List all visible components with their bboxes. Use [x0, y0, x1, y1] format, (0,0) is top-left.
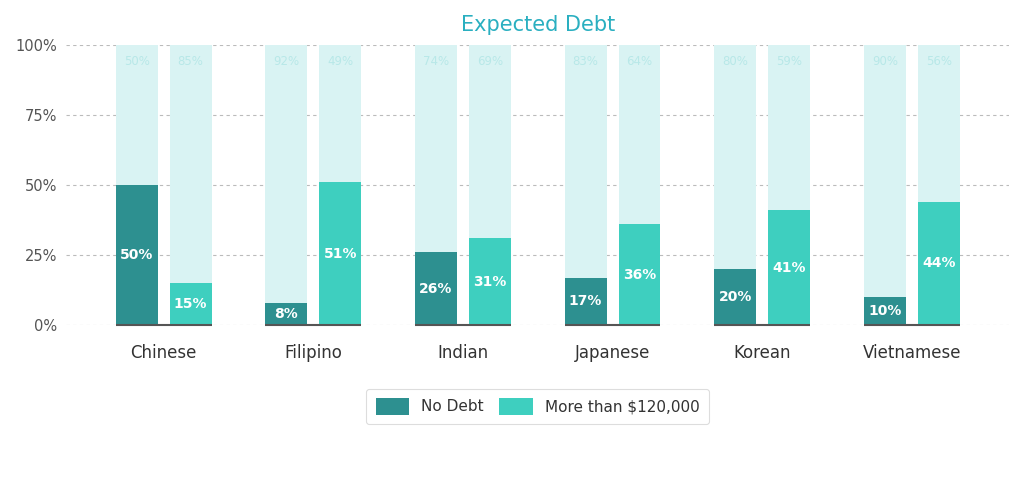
- Text: 10%: 10%: [868, 304, 901, 318]
- Text: 17%: 17%: [569, 294, 602, 308]
- Bar: [564, 45, 606, 325]
- Bar: [319, 45, 361, 325]
- Text: 44%: 44%: [922, 257, 955, 270]
- Bar: [415, 45, 457, 325]
- Bar: [715, 269, 756, 325]
- Bar: [265, 303, 307, 325]
- Bar: [918, 45, 959, 325]
- Text: 41%: 41%: [772, 261, 806, 275]
- Text: 8%: 8%: [274, 307, 298, 321]
- Text: 26%: 26%: [419, 281, 453, 296]
- Bar: [864, 45, 906, 325]
- Text: 59%: 59%: [776, 55, 802, 68]
- Text: 50%: 50%: [124, 55, 150, 68]
- Bar: [170, 45, 212, 325]
- Bar: [170, 283, 212, 325]
- Text: 90%: 90%: [871, 55, 898, 68]
- Text: 80%: 80%: [722, 55, 749, 68]
- Text: 50%: 50%: [120, 248, 154, 262]
- Bar: [715, 45, 756, 325]
- Bar: [618, 45, 660, 325]
- Bar: [469, 238, 511, 325]
- Bar: [116, 45, 158, 325]
- Text: 92%: 92%: [273, 55, 299, 68]
- Title: Expected Debt: Expected Debt: [461, 15, 614, 35]
- Text: 36%: 36%: [623, 268, 656, 281]
- Bar: [864, 297, 906, 325]
- Bar: [116, 185, 158, 325]
- Text: 69%: 69%: [477, 55, 503, 68]
- Text: 83%: 83%: [572, 55, 599, 68]
- Bar: [564, 278, 606, 325]
- Text: 74%: 74%: [423, 55, 450, 68]
- Bar: [918, 202, 959, 325]
- Text: 15%: 15%: [174, 297, 208, 311]
- Text: 51%: 51%: [324, 247, 357, 261]
- Text: 85%: 85%: [178, 55, 204, 68]
- Text: 20%: 20%: [719, 290, 752, 304]
- Bar: [469, 45, 511, 325]
- Bar: [768, 45, 810, 325]
- Bar: [415, 252, 457, 325]
- Bar: [319, 182, 361, 325]
- Bar: [768, 210, 810, 325]
- Text: 31%: 31%: [473, 275, 507, 289]
- Bar: [265, 45, 307, 325]
- Legend: No Debt, More than $120,000: No Debt, More than $120,000: [367, 389, 709, 424]
- Text: 64%: 64%: [627, 55, 652, 68]
- Bar: [618, 224, 660, 325]
- Text: 49%: 49%: [328, 55, 353, 68]
- Text: 56%: 56%: [926, 55, 951, 68]
